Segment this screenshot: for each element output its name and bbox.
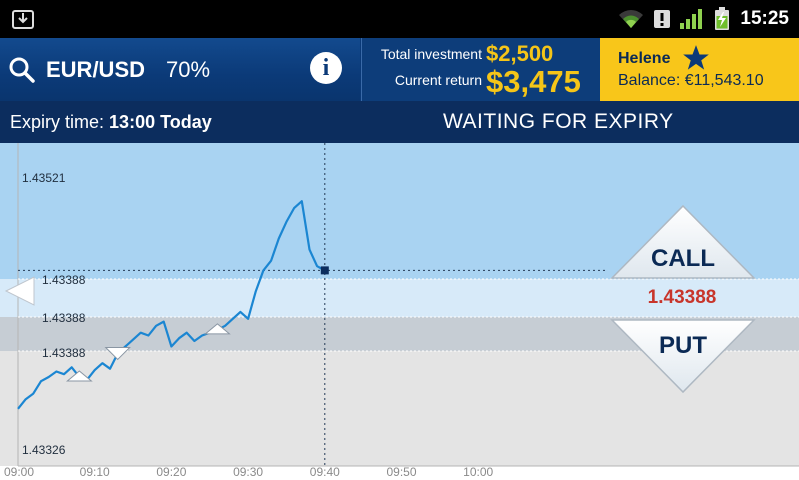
expiry-bar: Expiry time: 13:00 Today WAITING FOR EXP… (0, 101, 799, 143)
price-chart-svg: 1.43521 1.43388 1.43388 1.43388 1.43326 09:0… (0, 143, 799, 479)
status-bar: 15:25 (0, 0, 799, 38)
total-investment-value: $2,500 (486, 41, 554, 66)
call-label: CALL (651, 245, 715, 272)
y-tick-label: 1.43388 (42, 273, 86, 287)
user-balance: Balance: €11,543.10 (618, 72, 764, 89)
zone-mid (0, 279, 799, 317)
clock: 15:25 (740, 8, 789, 29)
x-tick-label: 10:00 (463, 465, 493, 479)
call-button[interactable]: CALL (610, 204, 756, 280)
y-tick-label: 1.43326 (22, 443, 66, 457)
price-chart[interactable]: 1.43521 1.43388 1.43388 1.43388 1.43326 09:0… (0, 143, 799, 480)
battery-icon (715, 7, 730, 30)
current-return-value: $3,475 (486, 64, 581, 99)
call-trade-marker[interactable] (204, 323, 231, 335)
call-trade-marker[interactable] (65, 370, 93, 382)
x-tick-label: 09:50 (386, 465, 416, 479)
wifi-icon (619, 10, 644, 28)
current-rate: 1.43388 (647, 287, 717, 308)
expiry-value: 13:00 Today (109, 112, 212, 132)
user-name: Helene (618, 50, 671, 67)
alert-icon (654, 10, 671, 28)
user-panel[interactable]: Helene Balance: €11,543.10 (600, 38, 799, 101)
x-tick-label: 09:00 (4, 465, 34, 479)
expiry-status: WAITING FOR EXPIRY (443, 110, 674, 133)
x-tick-label: 09:10 (80, 465, 110, 479)
scroll-left-icon[interactable] (4, 276, 35, 306)
x-tick-label: 09:30 (233, 465, 263, 479)
expiry-time: Expiry time: 13:00 Today (10, 112, 212, 133)
current-return-label: Current return (394, 72, 482, 88)
signal-icon (680, 9, 703, 29)
download-icon (12, 10, 34, 29)
put-button[interactable]: PUT (610, 318, 756, 394)
y-tick-label: 1.43388 (42, 346, 86, 360)
asset-payout: 70% (166, 57, 211, 82)
price-line (17, 200, 326, 410)
info-icon[interactable]: i (310, 52, 342, 84)
x-tick-label: 09:20 (156, 465, 186, 479)
current-price-marker (320, 266, 329, 275)
y-tick-label: 1.43388 (42, 311, 86, 325)
trade-header: EUR/USD 70% i Total investment $2,500 Cu… (0, 38, 799, 101)
put-trade-marker[interactable] (104, 346, 131, 361)
investment-panel: Total investment $2,500 Current return $… (361, 38, 600, 101)
y-tick-label: 1.43521 (22, 171, 66, 185)
total-investment-label: Total investment (380, 46, 482, 62)
put-label: PUT (659, 332, 707, 359)
x-tick-label: 09:40 (310, 465, 340, 479)
expiry-label: Expiry time: (10, 112, 105, 132)
asset-symbol: EUR/USD (46, 57, 146, 82)
star-icon (683, 45, 709, 70)
asset-selector[interactable]: EUR/USD 70% i (0, 38, 360, 101)
search-icon[interactable] (8, 56, 36, 84)
